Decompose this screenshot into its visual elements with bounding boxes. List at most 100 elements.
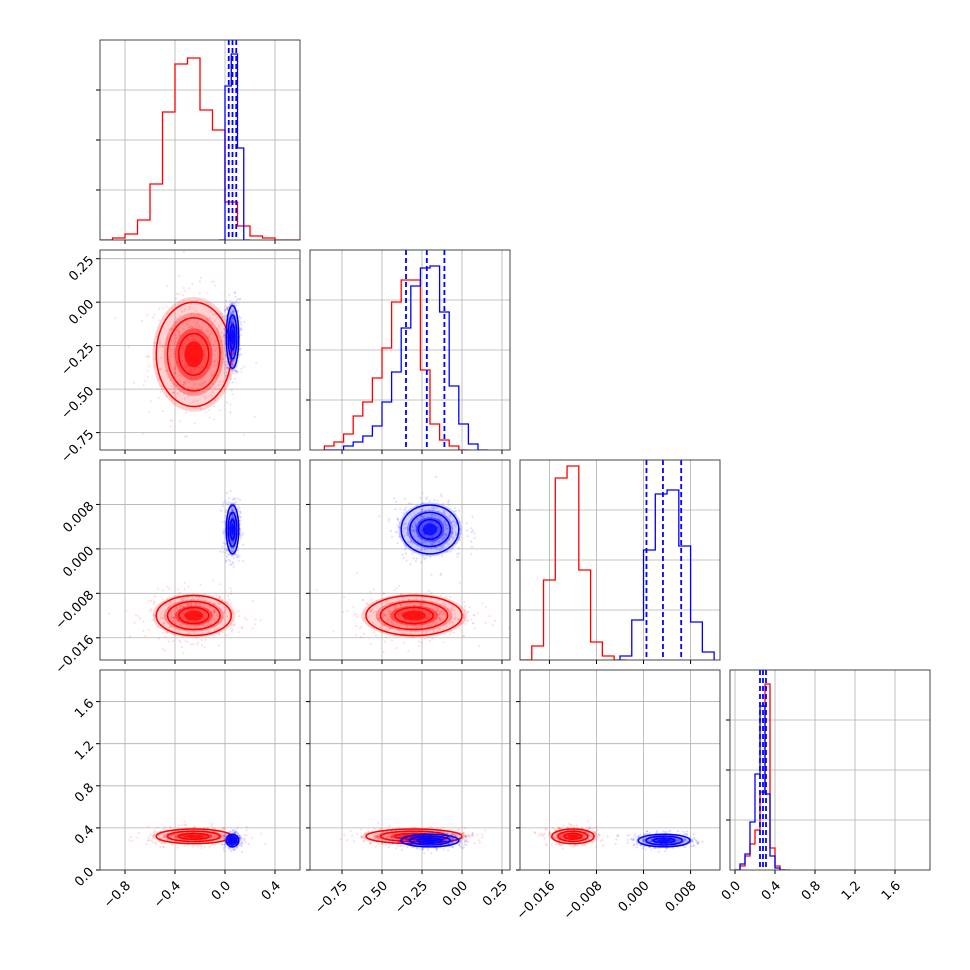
- scatter-point: [186, 338, 189, 341]
- scatter-point: [212, 835, 215, 839]
- scatter-point: [436, 608, 439, 611]
- scatter-point: [415, 557, 418, 560]
- scatter-point: [224, 510, 227, 514]
- scatter-point: [405, 528, 408, 531]
- scatter-point: [423, 517, 426, 521]
- scatter-point: [232, 848, 235, 851]
- scatter-point: [432, 541, 436, 544]
- scatter-point: [195, 625, 198, 628]
- scatter-point: [421, 501, 424, 504]
- scatter-point: [173, 392, 176, 395]
- scatter-point: [177, 609, 180, 612]
- density-fill: [184, 610, 204, 621]
- scatter-point: [464, 622, 467, 626]
- scatter-point: [386, 621, 389, 624]
- scatter-point: [457, 617, 460, 621]
- scatter-point: [226, 306, 229, 310]
- scatter-point: [182, 250, 185, 253]
- scatter-point: [195, 322, 198, 326]
- scatter-point: [174, 365, 177, 368]
- scatter-point: [587, 842, 590, 845]
- scatter-point: [437, 541, 440, 544]
- scatter-point: [465, 836, 468, 839]
- scatter-point: [223, 849, 226, 852]
- scatter-point: [399, 603, 402, 606]
- scatter-point: [211, 826, 214, 829]
- scatter-point: [432, 541, 435, 545]
- scatter-point: [225, 833, 228, 837]
- scatter-point: [210, 394, 213, 397]
- scatter-point: [449, 595, 452, 599]
- scatter-point: [230, 563, 233, 566]
- scatter-point: [423, 558, 426, 561]
- scatter-point: [413, 541, 416, 545]
- scatter-point: [471, 515, 474, 518]
- scatter-point: [228, 558, 231, 562]
- scatter-point: [391, 598, 395, 601]
- scatter-point: [231, 540, 234, 543]
- scatter-point: [231, 353, 234, 356]
- scatter-point: [155, 335, 158, 338]
- scatter-point: [236, 508, 239, 511]
- scatter-point: [259, 832, 262, 835]
- scatter-point: [451, 620, 454, 624]
- scatter-point: [174, 333, 178, 337]
- scatter-point: [221, 315, 224, 318]
- scatter-point: [239, 531, 242, 534]
- scatter-point: [385, 836, 388, 839]
- scatter-point: [169, 378, 172, 382]
- scatter-point: [201, 644, 204, 647]
- scatter-point: [230, 602, 233, 606]
- scatter-point: [186, 387, 189, 390]
- scatter-point: [436, 613, 439, 617]
- contour-line: [225, 833, 240, 848]
- scatter-point: [166, 312, 169, 315]
- scatter-point: [193, 625, 196, 628]
- scatter-point: [470, 553, 473, 556]
- scatter-point: [181, 294, 184, 297]
- scatter-point: [409, 538, 412, 542]
- scatter-point: [232, 515, 235, 518]
- scatter-point: [218, 595, 221, 598]
- scatter-point: [230, 508, 233, 511]
- scatter-point: [387, 520, 390, 523]
- scatter-point: [239, 510, 242, 513]
- scatter-point: [418, 848, 421, 851]
- scatter-point: [458, 538, 461, 542]
- scatter-point: [245, 829, 248, 832]
- scatter-point: [414, 522, 417, 525]
- scatter-point: [432, 628, 435, 632]
- scatter-point: [191, 596, 194, 599]
- scatter-point: [224, 832, 227, 835]
- scatter-point: [374, 835, 377, 838]
- scatter-point: [227, 305, 230, 308]
- scatter-point: [209, 362, 212, 365]
- scatter-point: [200, 337, 203, 340]
- scatter-point: [134, 613, 137, 617]
- scatter-point: [231, 508, 234, 511]
- scatter-point: [441, 831, 444, 834]
- scatter-point: [438, 627, 441, 630]
- scatter-point: [399, 508, 402, 511]
- scatter-point: [373, 835, 376, 838]
- scatter-point: [403, 642, 406, 645]
- scatter-point: [388, 628, 391, 631]
- scatter-point: [165, 618, 168, 621]
- scatter-point: [221, 520, 224, 523]
- scatter-point: [226, 363, 229, 366]
- scatter-point: [238, 353, 241, 356]
- scatter-point: [377, 835, 380, 839]
- scatter-point: [177, 335, 181, 338]
- scatter-point: [403, 619, 406, 623]
- scatter-point: [236, 826, 239, 830]
- scatter-point: [173, 350, 176, 353]
- scatter-point: [185, 435, 188, 438]
- scatter-point: [213, 611, 216, 615]
- scatter-point: [218, 632, 221, 635]
- scatter-point: [418, 535, 421, 538]
- scatter-point: [438, 831, 441, 834]
- scatter-point: [233, 848, 236, 851]
- scatter-point: [231, 509, 234, 513]
- scatter-point: [451, 605, 454, 608]
- scatter-point: [194, 826, 197, 829]
